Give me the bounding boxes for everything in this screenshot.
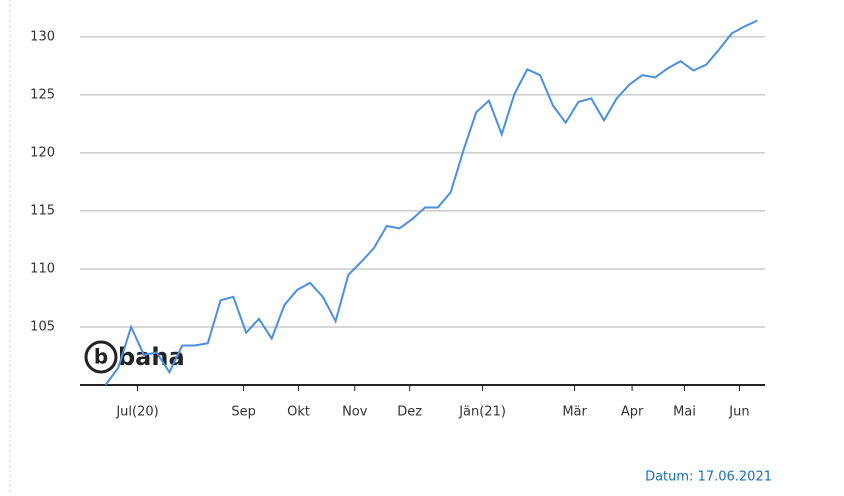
y-tick-label: 115: [30, 203, 55, 218]
logo-circle: [84, 340, 118, 374]
x-tick-label: Jän(21): [458, 405, 506, 420]
data-line: [104, 19, 758, 386]
x-tick-label: Mär: [562, 405, 587, 420]
footer-date: Datum: 17.06.2021: [645, 470, 772, 485]
y-tick-label: 105: [30, 319, 55, 334]
x-tick-label: Jul(20): [115, 405, 158, 420]
y-tick-label: 130: [30, 29, 55, 44]
x-tick-label: Dez: [397, 405, 422, 420]
x-tick-label: Sep: [231, 405, 256, 420]
y-tick-label: 120: [30, 145, 55, 160]
x-tick-label: Mai: [673, 405, 696, 420]
x-tick-label: Jun: [728, 405, 749, 420]
x-tick-label: Apr: [621, 405, 644, 420]
y-tick-label: 110: [30, 261, 55, 276]
logo-letter: b: [94, 345, 108, 369]
logo: baha: [118, 343, 185, 371]
x-tick-label: Okt: [287, 405, 310, 420]
y-tick-label: 125: [30, 87, 55, 102]
x-tick-label: Nov: [342, 405, 368, 420]
